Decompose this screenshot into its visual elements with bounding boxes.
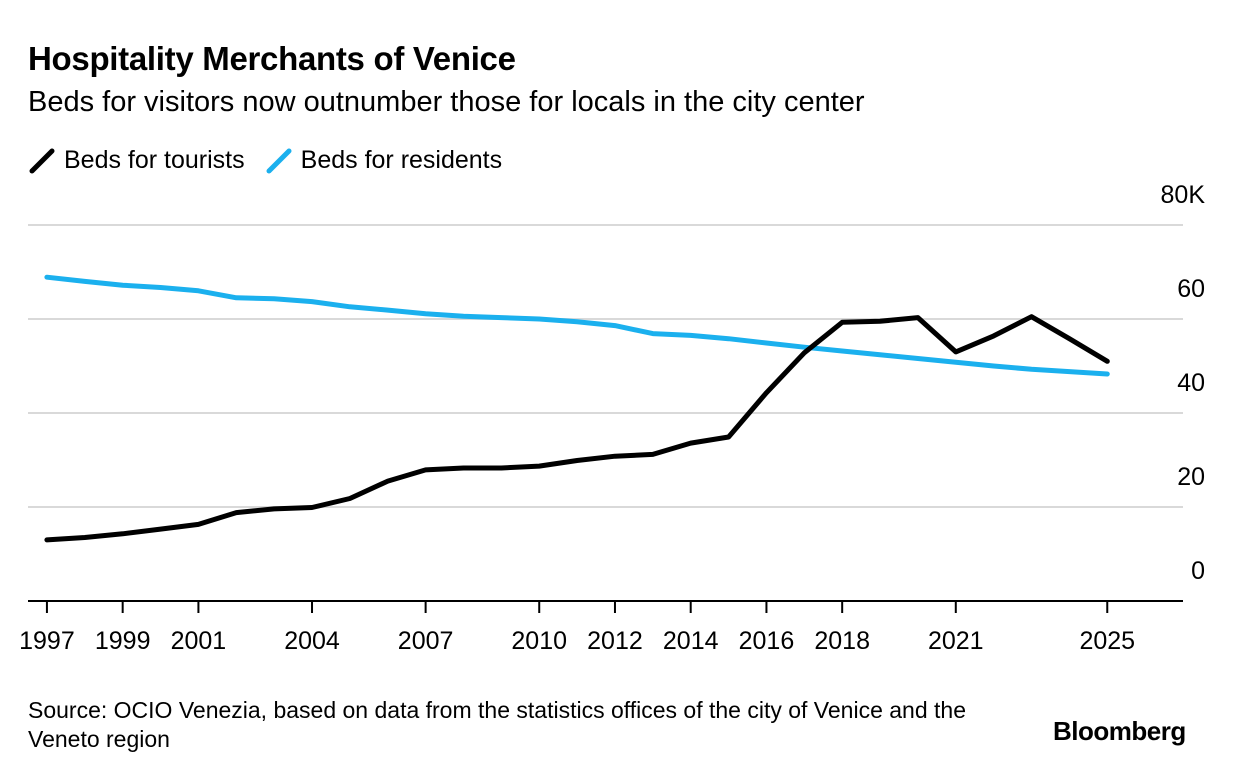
x-tick-label-2010: 2010 [511,627,567,655]
x-tick-label-2012: 2012 [587,627,643,655]
legend-label-residents: Beds for residents [300,146,503,174]
x-tick-label-2016: 2016 [739,627,795,655]
legend-item-tourists: Beds for tourists [28,146,245,175]
x-tick-label-2004: 2004 [284,627,340,655]
y-tick-label-60000: 60 [1177,275,1205,303]
legend-item-residents: Beds for residents [265,146,503,175]
series-line-beds-for-residents [44,274,1110,377]
brand-logo: Bloomberg [1053,716,1186,746]
x-tick-label-1999: 1999 [95,627,151,655]
x-tick-label-2025: 2025 [1079,627,1135,655]
legend-swatch-tourists-icon [29,148,55,173]
chart-subtitle: Beds for visitors now outnumber those fo… [28,86,865,118]
x-tick-label-1997: 1997 [19,627,75,655]
legend-swatch-residents-icon [266,148,292,173]
y-tick-label-20000: 20 [1177,463,1205,491]
y-tick-label-0: 0 [1191,557,1205,585]
source-note: Source: OCIO Venezia, based on data from… [28,697,966,752]
legend: Beds for tourists Beds for residents [28,146,522,175]
x-tick-label-2018: 2018 [814,627,870,655]
x-tick-label-2007: 2007 [398,627,454,655]
y-tick-label-80000: 80K [1161,181,1206,209]
x-tick-label-2021: 2021 [928,627,984,655]
chart-title: Hospitality Merchants of Venice [28,40,516,77]
y-tick-label-40000: 40 [1177,369,1205,397]
series-line-beds-for-tourists [44,314,1110,543]
x-tick-label-2014: 2014 [663,627,719,655]
legend-label-tourists: Beds for tourists [64,146,245,174]
x-tick-label-2001: 2001 [171,627,227,655]
